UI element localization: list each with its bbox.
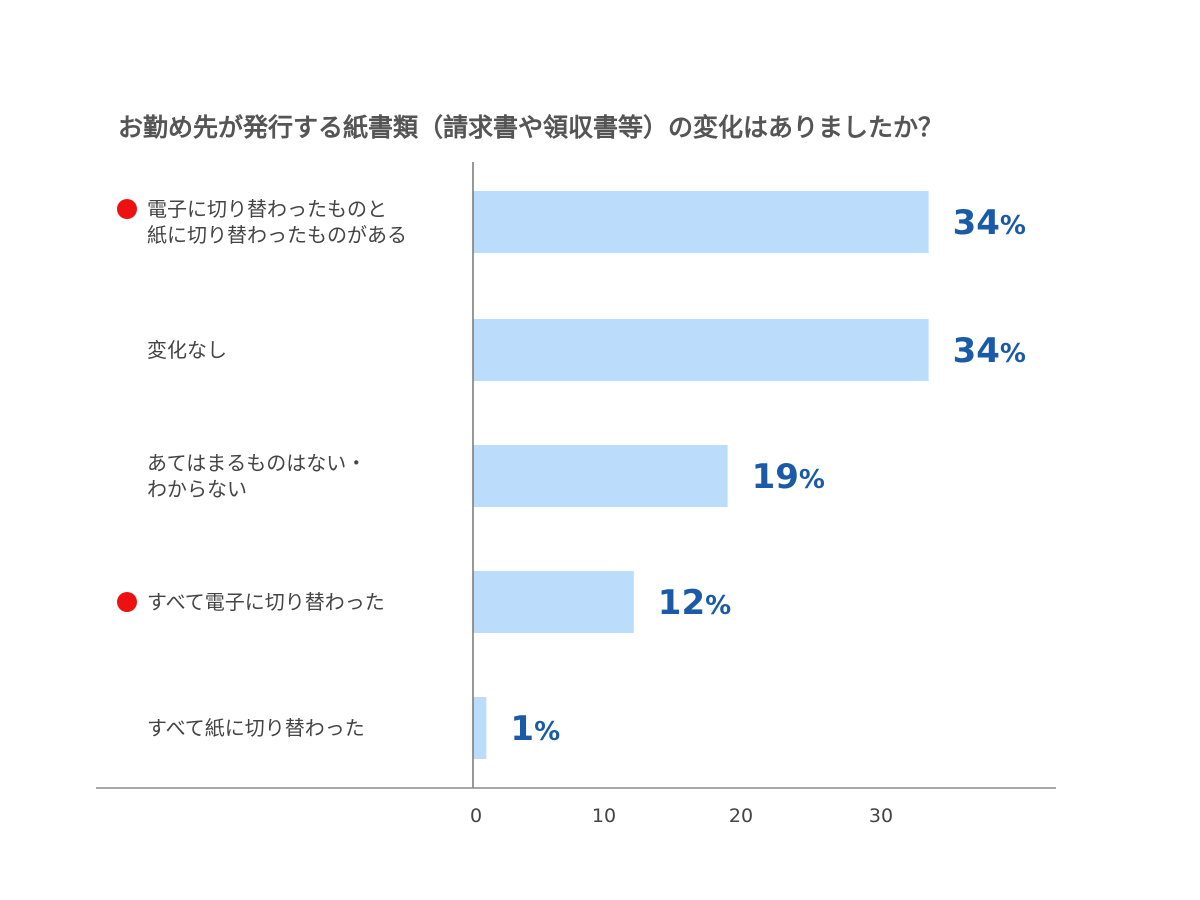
chart-title: お勤め先が発行する紙書類（請求書や領収書等）の変化はありましたか？ [118,113,944,142]
bar [473,571,634,633]
axis-layer: 0 10 20 30 [96,162,1056,827]
x-tick-label: 20 [729,805,753,827]
labels-layer: 34% 電子に切り替わったものと紙に切り替わったものがある 34% 変化なし 19% あて… [117,197,1026,749]
value-label: 1% [510,709,560,749]
value-label: 34% [953,331,1026,371]
bars-layer [473,191,929,759]
category-label: すべて電子に切り替わった [147,590,385,614]
category-label: 電子に切り替わったものと紙に切り替わったものがある [147,197,407,247]
x-tick-label: 30 [869,805,893,827]
category-label: すべて紙に切り替わった [147,716,365,740]
category-label: あてはまるものはない・わからない [147,451,366,501]
value-label: 19% [752,457,825,497]
bar [473,319,929,381]
x-tick-label: 10 [592,805,616,827]
value-label: 34% [953,203,1026,243]
bar [473,697,487,759]
x-tick-label: 0 [470,805,482,827]
highlight-marker-icon [117,199,137,219]
highlight-marker-icon [117,592,137,612]
category-label: 変化なし [147,338,227,362]
value-label: 12% [658,583,731,623]
bar [473,445,728,507]
bar [473,191,929,253]
